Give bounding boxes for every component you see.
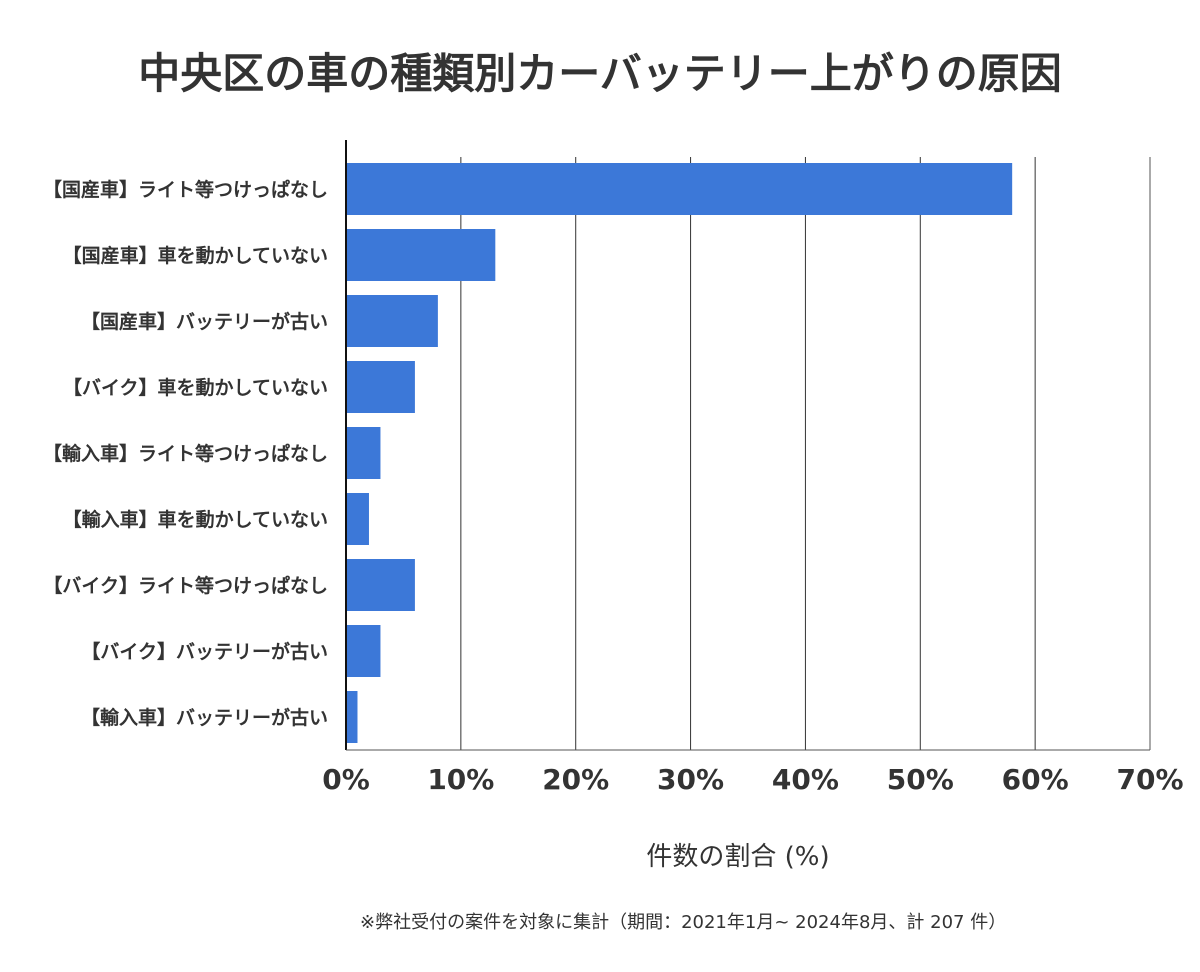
bar <box>346 229 496 281</box>
y-category-label: 【バイク】車を動かしていない <box>63 376 328 399</box>
bar <box>346 625 381 677</box>
bar <box>346 361 415 413</box>
chart-title: 中央区の車の種類別カーバッテリー上がりの原因 <box>138 49 1062 98</box>
y-category-label: 【輸入車】バッテリーが古い <box>81 706 328 729</box>
y-category-label: 【国産車】車を動かしていない <box>63 244 328 267</box>
y-category-label: 【国産車】ライト等つけっぱなし <box>43 178 328 201</box>
x-tick-label: 40% <box>772 763 839 796</box>
y-category-label: 【バイク】バッテリーが古い <box>81 640 328 663</box>
x-tick-label: 60% <box>1002 763 1069 796</box>
bar <box>346 163 1013 215</box>
bar <box>346 559 415 611</box>
y-category-label: 【輸入車】車を動かしていない <box>63 508 328 531</box>
footnote: ※弊社受付の案件を対象に集計（期間：2021年1月~ 2024年8月、計 207… <box>360 912 1007 933</box>
y-category-label: 【バイク】ライト等つけっぱなし <box>43 574 328 597</box>
x-tick-label: 30% <box>657 763 724 796</box>
x-axis-label: 件数の割合 (%) <box>646 842 830 872</box>
x-tick-label: 70% <box>1116 763 1183 796</box>
x-tick-label: 0% <box>322 763 370 796</box>
x-tick-label: 20% <box>542 763 609 796</box>
bar <box>346 427 381 479</box>
y-category-label: 【国産車】バッテリーが古い <box>81 310 328 333</box>
bar <box>346 691 358 743</box>
bar <box>346 493 369 545</box>
bar <box>346 295 438 347</box>
y-category-label: 【輸入車】ライト等つけっぱなし <box>43 442 328 465</box>
x-tick-label: 10% <box>427 763 494 796</box>
x-tick-label: 50% <box>887 763 954 796</box>
